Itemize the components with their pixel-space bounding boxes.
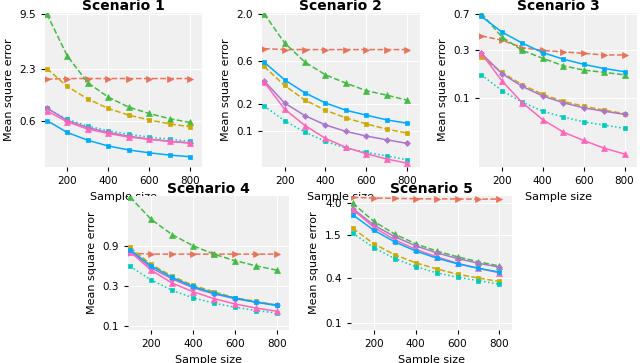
Title: Scenario 3: Scenario 3 [516,0,600,13]
Y-axis label: Mean square error: Mean square error [310,212,319,314]
Y-axis label: Mean square error: Mean square error [438,38,448,141]
X-axis label: Sample size: Sample size [307,192,374,201]
Y-axis label: Mean square error: Mean square error [87,212,97,314]
Y-axis label: Mean square error: Mean square error [4,38,13,141]
Title: Scenario 5: Scenario 5 [390,182,473,196]
X-axis label: Sample size: Sample size [175,355,242,363]
Title: Scenario 4: Scenario 4 [167,182,250,196]
X-axis label: Sample size: Sample size [525,192,591,201]
X-axis label: Sample size: Sample size [90,192,157,201]
X-axis label: Sample size: Sample size [398,355,465,363]
Title: Scenario 1: Scenario 1 [82,0,165,13]
Title: Scenario 2: Scenario 2 [300,0,382,13]
Y-axis label: Mean square error: Mean square error [221,38,231,141]
